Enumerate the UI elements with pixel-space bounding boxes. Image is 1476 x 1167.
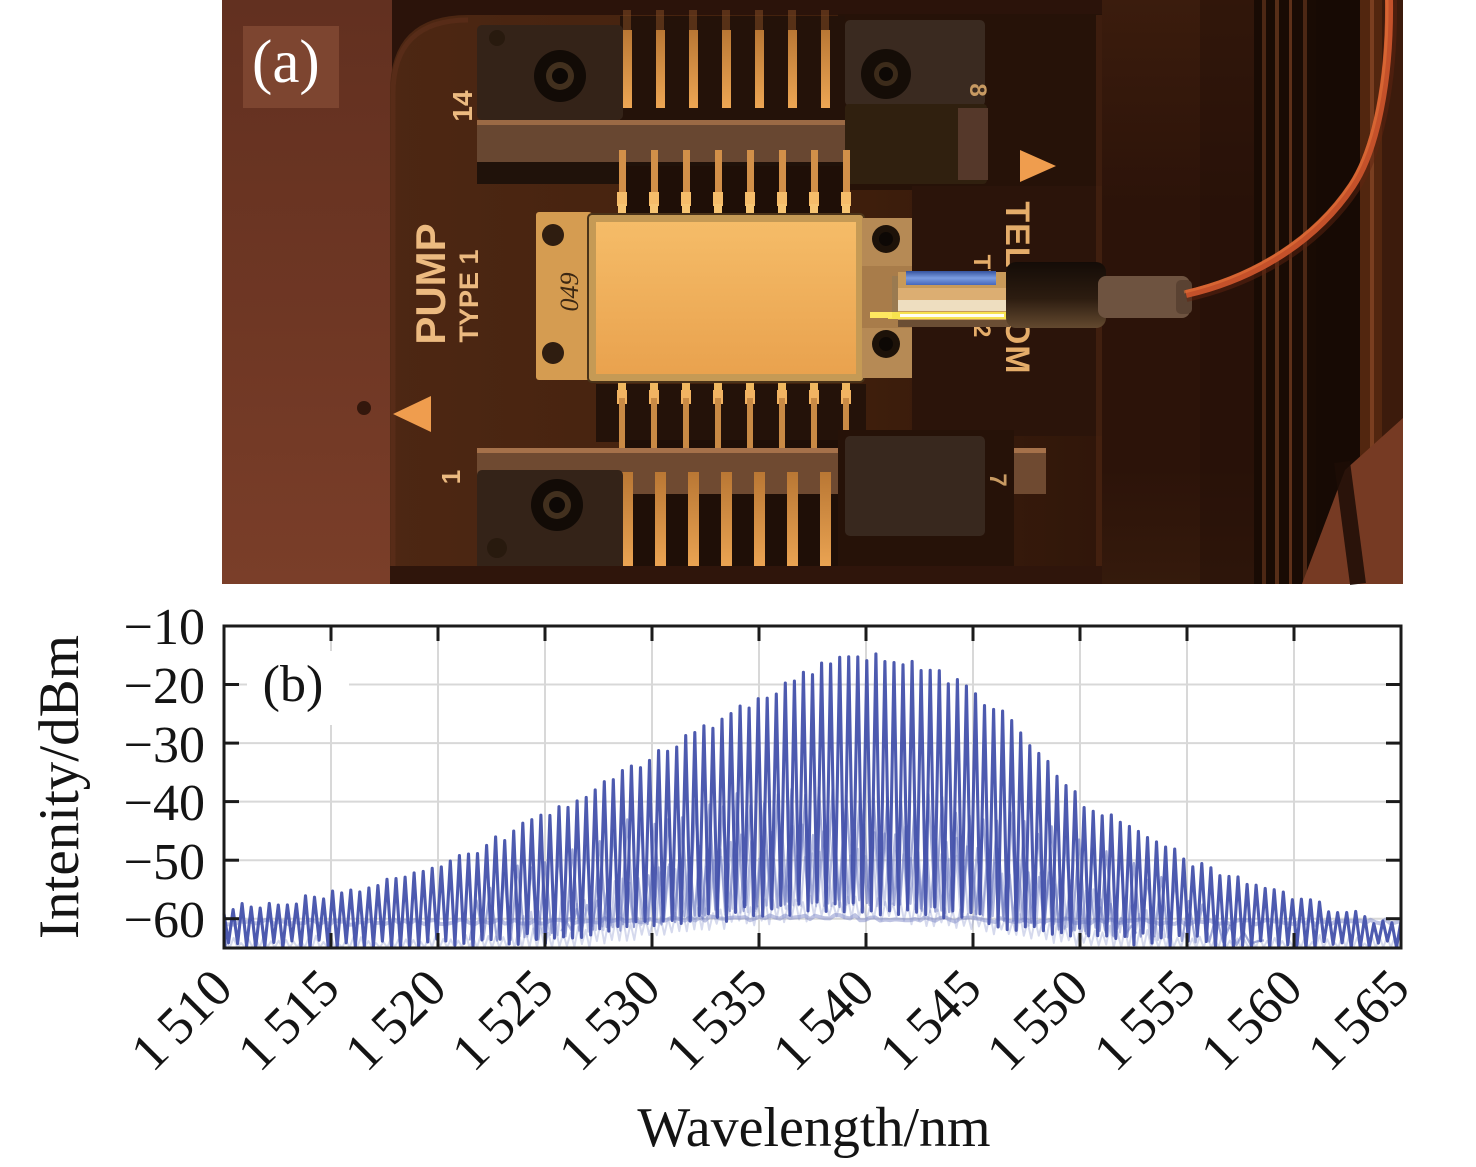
svg-text:−60: −60	[124, 892, 205, 949]
svg-text:TYPE 1: TYPE 1	[454, 249, 484, 342]
svg-text:−30: −30	[124, 717, 205, 774]
svg-text:1: 1	[436, 470, 466, 484]
svg-text:PUMP: PUMP	[407, 223, 454, 344]
svg-text:14: 14	[447, 90, 478, 122]
svg-text:−20: −20	[124, 658, 205, 715]
svg-text:049: 049	[555, 273, 584, 312]
svg-text:−50: −50	[124, 834, 205, 891]
svg-text:−40: −40	[124, 775, 205, 832]
svg-text:Intenity/dBm: Intenity/dBm	[28, 635, 91, 939]
svg-text:(b): (b)	[263, 656, 324, 713]
svg-text:(a): (a)	[252, 29, 320, 96]
svg-text:−10: −10	[124, 599, 205, 656]
svg-text:8: 8	[964, 83, 991, 96]
svg-text:Wavelength/nm: Wavelength/nm	[637, 1097, 990, 1159]
svg-text:7: 7	[984, 473, 1011, 486]
